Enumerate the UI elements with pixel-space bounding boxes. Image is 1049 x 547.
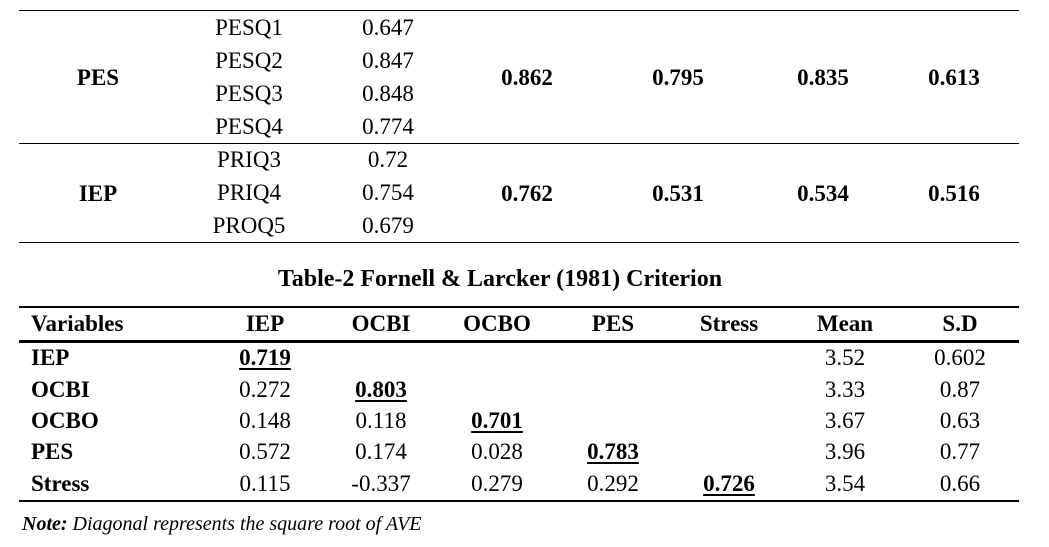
item-loading: 0.774 [362, 114, 414, 139]
item-loading: 0.848 [362, 81, 414, 106]
sd-value: 0.87 [939, 377, 981, 402]
diagonal-value: 0.701 [471, 408, 523, 433]
mean-value: 3.96 [824, 439, 866, 464]
row-label: IEP [31, 345, 70, 370]
item-loading: 0.847 [362, 48, 414, 73]
correlation-value: 0.572 [239, 439, 291, 464]
item-code: PRIQ4 [217, 180, 281, 205]
item-code: PESQ3 [215, 81, 283, 106]
header-sd: S.D [942, 311, 978, 336]
metric-value: 0.534 [797, 181, 849, 206]
correlation-value: 0.028 [471, 439, 523, 464]
note-label: Note: [22, 513, 68, 535]
table1-top-rule [19, 10, 1019, 11]
sd-value: 0.602 [934, 345, 986, 370]
construct-label: IEP [78, 181, 118, 206]
sd-value: 0.77 [939, 439, 981, 464]
correlation-value: 0.174 [355, 439, 407, 464]
header-mean: Mean [816, 311, 874, 336]
header-variables: Variables [31, 311, 124, 336]
item-code: PROQ5 [212, 213, 286, 238]
mean-value: 3.54 [824, 471, 866, 496]
correlation-value: 0.272 [239, 377, 291, 402]
item-loading: 0.679 [362, 213, 414, 238]
diagonal-value: 0.783 [587, 439, 639, 464]
correlation-value: 0.279 [471, 471, 523, 496]
header-pes: PES [591, 311, 635, 336]
mean-value: 3.67 [824, 408, 866, 433]
table1-group-divider [19, 143, 1019, 144]
metric-value: 0.795 [652, 65, 704, 90]
diagonal-value: 0.803 [355, 377, 407, 402]
metric-value: 0.835 [797, 65, 849, 90]
item-code: PESQ4 [215, 114, 283, 139]
diagonal-value: 0.719 [239, 345, 291, 370]
diagonal-value: 0.726 [703, 471, 755, 496]
table2-top-rule [19, 306, 1019, 308]
metric-value: 0.516 [928, 181, 980, 206]
correlation-value: 0.115 [239, 471, 291, 496]
item-code: PRIQ3 [217, 147, 281, 172]
item-code: PESQ1 [215, 15, 283, 40]
row-label: Stress [31, 471, 90, 496]
mean-value: 3.52 [824, 345, 866, 370]
table2-header-rule [19, 340, 1019, 343]
correlation-value: 0.292 [587, 471, 639, 496]
note-text: Diagonal represents the square root of A… [67, 513, 422, 535]
construct-label: PES [76, 65, 120, 90]
metric-value: 0.862 [501, 65, 553, 90]
sd-value: 0.63 [939, 408, 981, 433]
metric-value: 0.531 [652, 181, 704, 206]
sd-value: 0.66 [939, 471, 981, 496]
correlation-value: -0.337 [351, 471, 411, 496]
item-loading: 0.647 [362, 15, 414, 40]
mean-value: 3.33 [824, 377, 866, 402]
header-ocbo: OCBO [463, 311, 531, 336]
header-iep: IEP [245, 311, 285, 336]
item-code: PESQ2 [215, 48, 283, 73]
header-ocbi: OCBI [351, 311, 411, 336]
table2-bottom-rule [19, 500, 1019, 502]
row-label: OCBI [31, 377, 90, 402]
item-loading: 0.754 [362, 180, 414, 205]
table2-caption: Table-2 Fornell & Larcker (1981) Criteri… [277, 266, 723, 292]
metric-value: 0.613 [928, 65, 980, 90]
row-label: OCBO [31, 408, 99, 433]
row-label: PES [31, 439, 74, 464]
header-stress: Stress [699, 311, 759, 336]
item-loading: 0.72 [367, 147, 409, 172]
metric-value: 0.762 [501, 181, 553, 206]
correlation-value: 0.148 [239, 408, 291, 433]
table-note: Note: Diagonal represents the square roo… [22, 513, 422, 536]
table1-bottom-rule [19, 242, 1019, 243]
correlation-value: 0.118 [355, 408, 407, 433]
